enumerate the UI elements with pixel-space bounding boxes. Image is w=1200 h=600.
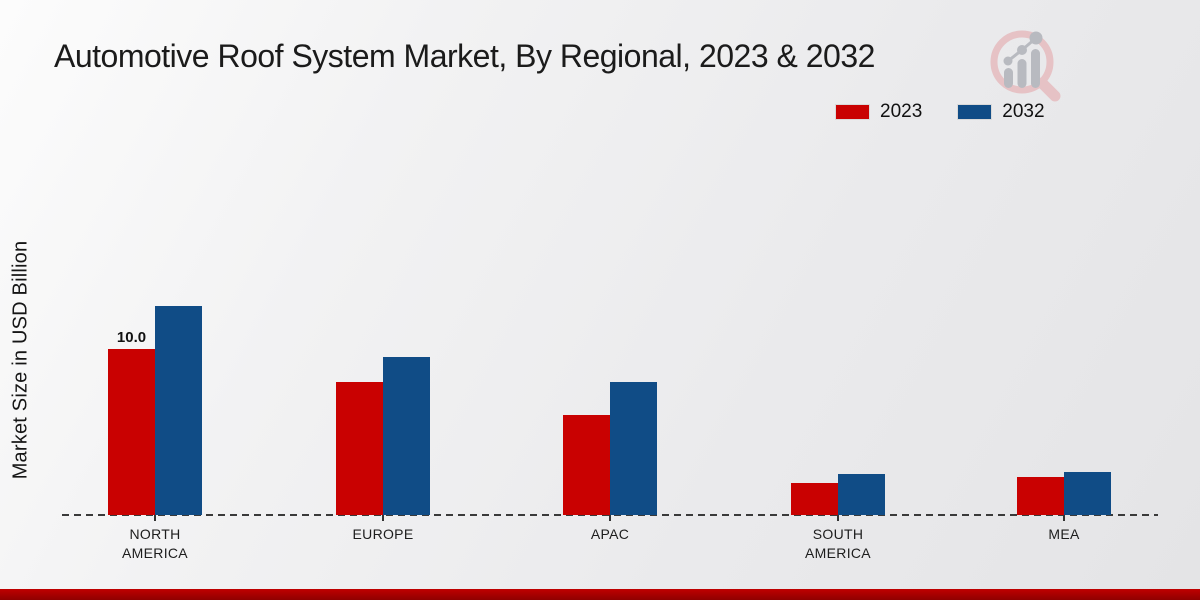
x-axis-category-label: MEA [1048, 526, 1080, 542]
x-axis-category-label: NORTH AMERICA [122, 526, 188, 561]
legend-item-2032: 2032 [958, 101, 1045, 123]
legend-label-2032: 2032 [1002, 101, 1045, 122]
bar-2032-europe [383, 357, 430, 515]
y-axis-label: Market Size in USD Billion [9, 240, 32, 480]
footer-accent-bar [0, 589, 1200, 600]
magnifier-growth-chart-logo-icon [990, 30, 1061, 102]
bar-2023-apac [563, 415, 610, 515]
bar-2032-mea [1064, 471, 1111, 515]
x-axis-tick [1063, 515, 1065, 521]
bar-2023-europe [336, 382, 383, 515]
x-axis-category-label: SOUTH AMERICA [805, 526, 871, 561]
legend-label-2023: 2023 [880, 101, 923, 122]
x-axis-tick [382, 515, 384, 521]
bar-2023-north-america [108, 349, 155, 515]
legend-swatch-2032 [958, 105, 992, 119]
page-title: Automotive Roof System Market, By Region… [54, 38, 875, 74]
x-axis-category-label: EUROPE [352, 526, 414, 542]
bar-value-label: 10.0 [116, 329, 147, 346]
legend: 2023 2032 [836, 101, 1045, 123]
bar-2023-mea [1017, 476, 1064, 515]
x-axis-tick [609, 515, 611, 521]
bar-2032-apac [610, 382, 657, 515]
bar-2032-north-america [155, 305, 202, 515]
x-axis-tick [837, 515, 839, 521]
legend-swatch-2023 [836, 105, 869, 119]
x-axis-category-label: APAC [590, 526, 630, 542]
bar-2023-south-america [791, 483, 838, 515]
x-axis-tick [154, 515, 156, 521]
legend-item-2023: 2023 [836, 101, 922, 123]
bar-2032-south-america [838, 473, 885, 515]
